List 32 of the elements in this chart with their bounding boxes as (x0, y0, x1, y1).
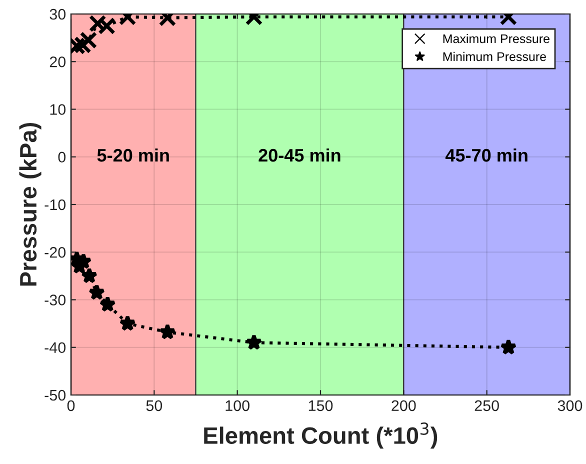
x-tick-label: 250 (474, 400, 499, 412)
x-tick-label: 100 (226, 400, 250, 412)
point (500, 338, 517, 355)
y-tick-label: 0 (58, 152, 66, 163)
legend-label: Maximum Pressure (443, 34, 550, 44)
point (74, 36, 92, 54)
point (246, 334, 262, 350)
legend-label: Minimum Pressure (443, 52, 546, 62)
point (80, 267, 98, 284)
x-axis-title: Element Count (*10$^{3}$) (204, 422, 438, 449)
x-tick-label: 200 (392, 400, 416, 412)
band-label: 20-45 min (258, 148, 340, 162)
y-tick-label: 10 (50, 104, 66, 115)
band-label: 45-70 min (445, 148, 528, 162)
point (119, 314, 136, 331)
point (99, 296, 116, 312)
x-tick-label: 50 (146, 400, 162, 412)
y-tick-label: -40 (44, 342, 66, 354)
y-tick-label: 30 (50, 8, 66, 20)
point (159, 323, 176, 340)
y-tick-label: -30 (44, 294, 66, 306)
y-tick-label: -20 (44, 246, 66, 258)
y-tick-label: -50 (44, 390, 66, 401)
point (80, 32, 98, 49)
band-label: 5-20 min (97, 148, 169, 162)
y-tick-label: 20 (50, 56, 66, 68)
y-tick-label: -10 (44, 199, 66, 210)
x-tick-label: 300 (558, 400, 582, 412)
y-axis-title: Pressure (kPa) (19, 122, 42, 286)
x-tick-label: 150 (308, 400, 333, 412)
point (88, 284, 106, 300)
x-tick-label: 0 (67, 400, 75, 412)
